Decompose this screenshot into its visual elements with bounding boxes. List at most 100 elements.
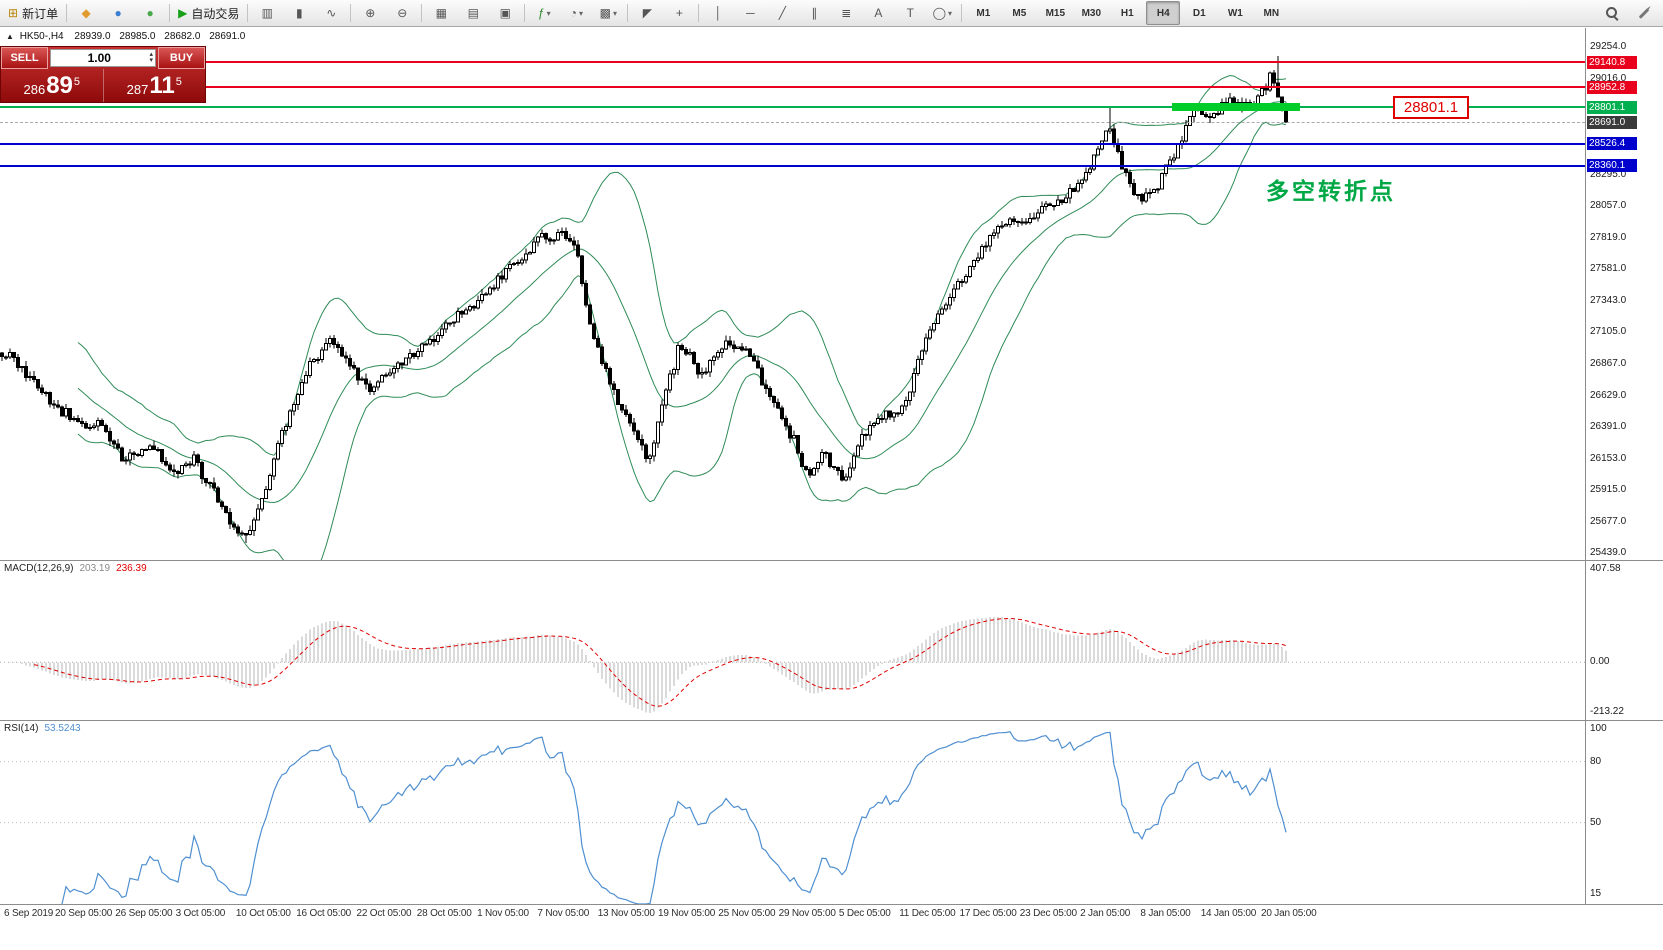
autotrading-button-label: 自动交易 [191, 6, 240, 21]
volume-field[interactable]: ▴ ▾ [50, 49, 156, 67]
toolbar-separator [627, 4, 629, 22]
market-button[interactable]: ● [103, 1, 133, 25]
time-axis-label: 17 Dec 05:00 [959, 908, 1017, 919]
text-button[interactable]: A [863, 1, 893, 25]
trendline-icon: ╱ [778, 6, 786, 20]
price-axis-pivot-box: 28801.1 [1587, 100, 1637, 114]
current-bid-line[interactable] [0, 121, 1585, 123]
quick-edit-button[interactable] [1629, 1, 1659, 25]
periods-icon: ◔ [569, 6, 577, 20]
tile-windows-button[interactable]: ▦ [426, 1, 456, 25]
time-axis-label: 26 Sep 05:00 [115, 908, 173, 919]
buy-price-frac: 5 [175, 76, 182, 88]
trendline-button[interactable]: ╱ [767, 1, 797, 25]
label-button[interactable]: T [895, 1, 925, 25]
vertical-line-button[interactable]: │ [703, 1, 733, 25]
label-icon: T [906, 6, 914, 20]
macd-axis-label: 407.58 [1590, 563, 1621, 574]
sell-price[interactable]: 286 89 5 [1, 69, 104, 102]
volume-down-icon[interactable]: ▾ [149, 57, 153, 64]
volume-input[interactable] [51, 51, 148, 65]
main-toolbar: ⊞ 新订单 ◆ ● ● ▶ 自动交易 ▥ ▮ ∿ ⊕ ⊖ ▦ ▤ ▣ ƒ ▾ ◔ ▾ ▩ ▾ ◤ + │ ─ ╱ ∥ ≣ A T ◯ ▾ M1… [0, 0, 1663, 27]
periods-button[interactable]: ◔ ▾ [561, 1, 591, 25]
zoom-in-button[interactable]: ⊕ [355, 1, 385, 25]
volume-spinner[interactable]: ▴ ▾ [147, 51, 155, 64]
timeframe-mn-button[interactable]: MN [1263, 7, 1280, 19]
signals-icon: ● [146, 6, 154, 20]
symbol-period-label: HK50-,H4 [19, 31, 64, 42]
pivot-line[interactable] [0, 106, 1585, 109]
line-chart-button[interactable]: ∿ [316, 1, 346, 25]
buy-price[interactable]: 287 11 5 [104, 69, 206, 102]
autotrading-icon: ▶ [178, 6, 188, 20]
price-axis-label: 25439.0 [1590, 547, 1627, 559]
indicators-button[interactable]: ƒ ▾ [529, 1, 559, 25]
rsi-label: RSI(14) 53.5243 [4, 723, 81, 734]
toolbar-separator [698, 4, 700, 22]
metaeditor-button[interactable]: ◆ [71, 1, 101, 25]
time-axis-label: 19 Nov 05:00 [658, 908, 716, 919]
fibonacci-button[interactable]: ≣ [831, 1, 861, 25]
rsi-name: RSI(14) [4, 723, 39, 734]
timeframe-d1-button[interactable]: D1 [1192, 7, 1206, 19]
templates-button[interactable]: ▩ ▾ [593, 1, 623, 25]
horizontal-line-button[interactable]: ─ [735, 1, 765, 25]
search-button[interactable] [1597, 1, 1627, 25]
macd-panel-canvas[interactable] [0, 561, 1585, 720]
timeframe-m1-button[interactable]: M1 [976, 7, 991, 19]
bar-chart-icon: ▥ [261, 6, 273, 20]
time-axis-label: 20 Jan 05:00 [1261, 908, 1317, 919]
sell-price-prefix: 286 [23, 82, 46, 97]
support-1-line[interactable] [0, 142, 1585, 145]
market-icon: ● [114, 6, 122, 20]
templates-icon: ▩ [599, 6, 611, 20]
support-2-line[interactable] [0, 164, 1585, 167]
new-order-button-label: 新订单 [22, 6, 59, 21]
dropdown-arrow-icon: ▾ [578, 8, 583, 18]
shapes-button[interactable]: ◯ ▾ [927, 1, 957, 25]
candlestick-chart-button[interactable]: ▮ [284, 1, 314, 25]
price-axis-label: 27819.0 [1590, 231, 1627, 243]
signals-button[interactable]: ● [135, 1, 165, 25]
price-axis-resistance-2-box: 28952.8 [1587, 80, 1637, 94]
channel-button[interactable]: ∥ [799, 1, 829, 25]
rsi-axis-label: 80 [1590, 755, 1602, 767]
rsi-axis-label: 15 [1590, 887, 1602, 899]
new-order-button[interactable]: ⊞ 新订单 [4, 1, 62, 25]
bar-chart-button[interactable]: ▥ [252, 1, 282, 25]
autotrading-button[interactable]: ▶ 自动交易 [174, 1, 243, 25]
track-chart-icon: ▣ [499, 6, 511, 20]
cursor-button[interactable]: ◤ [632, 1, 662, 25]
search-icon [1605, 6, 1619, 20]
resistance-2-line[interactable] [0, 86, 1585, 89]
timeframe-m30-button[interactable]: M30 [1081, 7, 1102, 19]
pivot-zone-rectangle[interactable] [1172, 103, 1300, 111]
pivot-price-tag[interactable]: 28801.1 [1393, 96, 1469, 119]
crosshair-button[interactable]: + [664, 1, 694, 25]
track-chart-button[interactable]: ▣ [490, 1, 520, 25]
time-axis-label: 1 Nov 05:00 [477, 908, 529, 919]
timeframe-m5-button[interactable]: M5 [1012, 7, 1027, 19]
buy-button[interactable]: BUY [158, 47, 205, 69]
time-axis-label: 2 Jan 05:00 [1080, 908, 1131, 919]
price-axis-label: 26867.0 [1590, 358, 1627, 370]
rsi-panel-canvas[interactable] [0, 721, 1585, 904]
chart-header: ▲ HK50-,H4 28939.0 28985.0 28682.0 28691… [6, 31, 251, 42]
resistance-1-line[interactable] [0, 61, 1585, 64]
metaeditor-icon: ◆ [81, 6, 91, 20]
auto-arrange-button[interactable]: ▤ [458, 1, 488, 25]
buy-button-label: BUY [169, 52, 194, 64]
timeframe-m15-button[interactable]: M15 [1045, 7, 1066, 19]
timeframe-h4-button[interactable]: H4 [1146, 1, 1181, 25]
timeframe-w1-button[interactable]: W1 [1227, 7, 1243, 19]
price-chart-canvas[interactable] [0, 28, 1585, 560]
time-axis-label: 14 Jan 05:00 [1200, 908, 1257, 919]
pivot-annotation-text[interactable]: 多空转折点 [1266, 178, 1396, 204]
sell-button[interactable]: SELL [1, 47, 48, 69]
high-value: 28985.0 [119, 31, 156, 42]
timeframe-h1-button[interactable]: H1 [1120, 7, 1134, 19]
zoom-out-icon: ⊖ [397, 6, 408, 20]
zoom-out-button[interactable]: ⊖ [387, 1, 417, 25]
toolbar-separator [421, 4, 423, 22]
volume-up-icon[interactable]: ▴ [149, 51, 153, 58]
